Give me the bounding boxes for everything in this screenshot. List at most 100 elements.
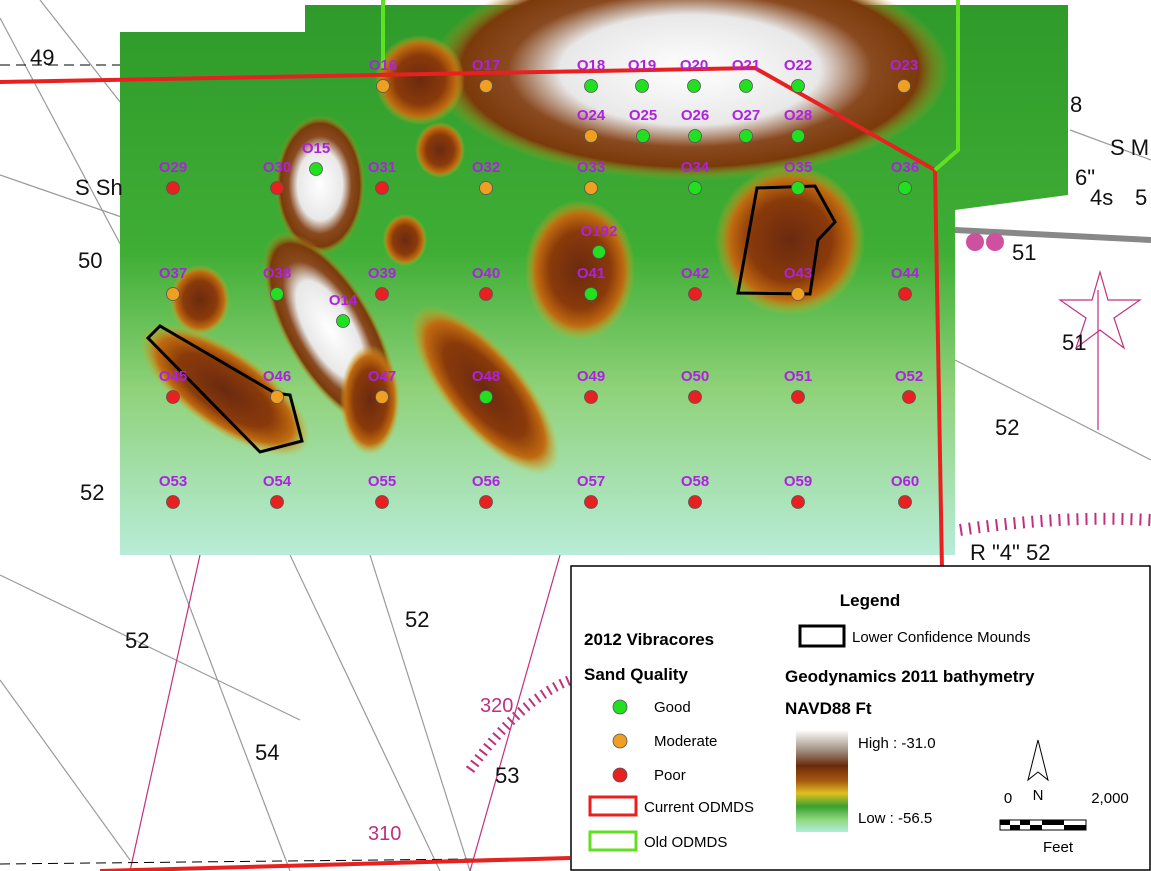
vibracore-label: O59 (784, 473, 812, 490)
vibracore-label: O55 (368, 473, 396, 490)
vibracore-point (791, 79, 805, 93)
legend-heading: Geodynamics 2011 bathymetry (785, 667, 1035, 686)
vibracore-point (898, 287, 912, 301)
vibracore-label: O19 (628, 57, 656, 74)
scale-unit: Feet (1043, 839, 1074, 856)
legend-label: Lower Confidence Mounds (852, 629, 1030, 646)
vibracore-label: O25 (629, 107, 657, 124)
vibracore-point (479, 287, 493, 301)
lower-confidence-mound (736, 184, 837, 296)
north-label: N (1033, 787, 1044, 804)
vibracore-label: O39 (368, 265, 396, 282)
vibracore-label: O53 (159, 473, 187, 490)
vibracore-point (739, 79, 753, 93)
vibracore-point (376, 79, 390, 93)
vibracore-point (791, 495, 805, 509)
chart-label: S Sh (75, 175, 123, 200)
vibracore-label: O42 (681, 265, 709, 282)
chart-label: 54 (255, 740, 279, 765)
vibracore-label: O47 (368, 368, 396, 385)
vibracore-label: O37 (159, 265, 187, 282)
legend-label: Old ODMDS (644, 834, 727, 851)
vibracore-label: O15 (302, 140, 330, 157)
vibracore-point (739, 129, 753, 143)
vibracore-point (687, 79, 701, 93)
vibracore-point (902, 390, 916, 404)
legend-heading: 2012 Vibracores (584, 630, 714, 649)
legend-qualities: Good Moderate Poor (612, 699, 717, 784)
vibracore-point (688, 181, 702, 195)
vibracore-point (479, 495, 493, 509)
vibracore-label: O17 (472, 57, 500, 74)
vibracore-label: O52 (895, 368, 923, 385)
vibracore-label: O34 (681, 159, 710, 176)
vibracore-label: O44 (891, 265, 920, 282)
old-odmds (933, 0, 960, 172)
chart-label: S M (1110, 135, 1149, 160)
legend-swatch (612, 699, 628, 715)
current-odmds (99, 856, 571, 871)
vibracore-label: O45 (159, 368, 187, 385)
chart-label: 52 (995, 415, 1019, 440)
vibracore-label: O57 (577, 473, 605, 490)
legend-colorbar (796, 730, 848, 832)
vibracore-point (375, 390, 389, 404)
vibracore-point (270, 287, 284, 301)
vibracore-label: O24 (577, 107, 606, 124)
vibracore-label: O22 (784, 57, 812, 74)
scale-label: 2,000 (1091, 790, 1129, 807)
chart-pink-lines (129, 269, 1151, 871)
legend-swatch (588, 830, 638, 852)
vibracore-point (479, 181, 493, 195)
vibracore-point (791, 390, 805, 404)
vibracore-label: O49 (577, 368, 605, 385)
vibracore-point (791, 129, 805, 143)
vibracore-point (635, 79, 649, 93)
chart-label: 49 (30, 45, 54, 70)
vibracore-label: O23 (890, 57, 918, 74)
current-odmds (0, 65, 944, 572)
vibracore-point (479, 79, 493, 93)
vibracore-label: O56 (472, 473, 500, 490)
vibracore-label: O48 (472, 368, 500, 385)
vibracore-label: O16 (369, 57, 397, 74)
chart-symbol (986, 233, 1004, 251)
chart-label: 51 (1012, 240, 1036, 265)
scale-label: 0 (1004, 790, 1012, 807)
vibracore-label: O58 (681, 473, 709, 490)
vibracore-label: O43 (784, 265, 812, 282)
scale-bar (999, 819, 1087, 831)
chart-label: 51 (1062, 330, 1086, 355)
legend-swatch (588, 795, 638, 817)
vibracore-point (166, 181, 180, 195)
vibracore-label: O192 (581, 223, 618, 240)
vibracore-point (584, 495, 598, 509)
vibracore-point (688, 287, 702, 301)
vibracore-label: O41 (577, 265, 605, 282)
legend-title: Legend (840, 591, 900, 610)
vibracore-point (375, 287, 389, 301)
vibracore-label: O38 (263, 265, 291, 282)
vibracore-label: O31 (368, 159, 396, 176)
map-labels: 49 50 52 S Sh S M 4s 5 51 52 R "4" 52 52 52 54 53 320 3… (30, 45, 1149, 845)
legend-label: Good (654, 699, 691, 716)
legend-label: High : -31.0 (858, 735, 936, 752)
vibracore-label: O36 (891, 159, 919, 176)
legend-swatch (612, 733, 628, 749)
vibracore-point (791, 181, 805, 195)
chart-label: 8 (1070, 92, 1082, 117)
chart-label: 50 (78, 248, 102, 273)
vibracore-point (584, 79, 598, 93)
vibracore-label: O33 (577, 159, 605, 176)
vibracore-point (688, 495, 702, 509)
vibracore-label: O40 (472, 265, 500, 282)
vibracore-label: O51 (784, 368, 812, 385)
chart-label: 6" (1075, 165, 1095, 190)
vibracore-label: O14 (329, 292, 358, 309)
legend-label: Low : -56.5 (858, 810, 932, 827)
vibracore-label: O32 (472, 159, 500, 176)
vibracore-point (309, 162, 323, 176)
vibracore-point (270, 495, 284, 509)
